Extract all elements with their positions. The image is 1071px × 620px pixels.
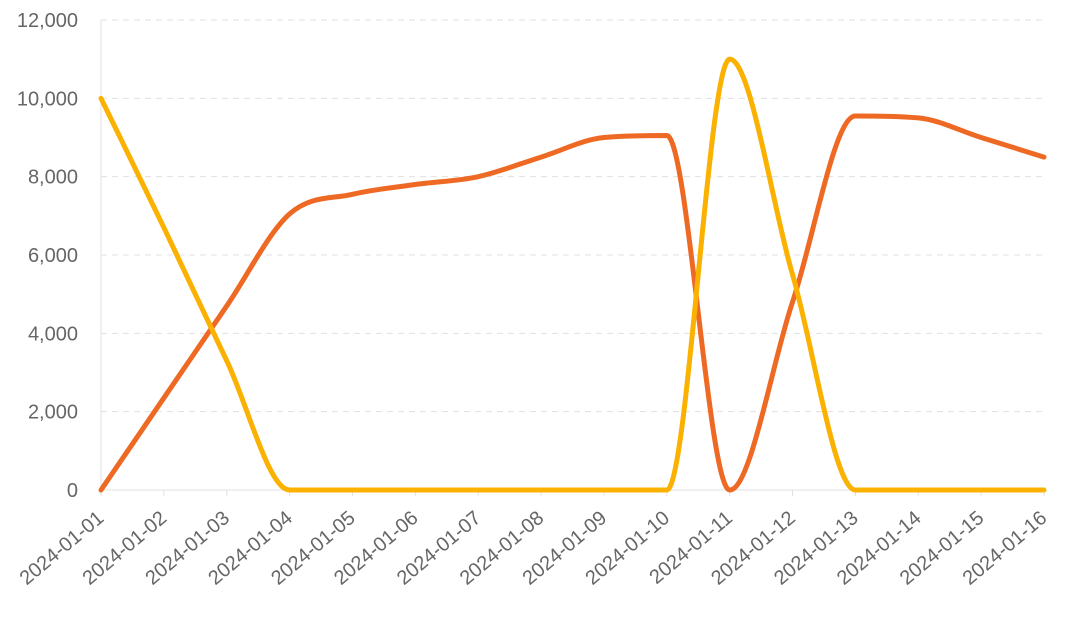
- series-line-1: [98, 113, 1047, 493]
- y-tick-label: 8,000: [28, 167, 78, 189]
- y-tick-label: 2,000: [28, 402, 78, 424]
- series-line-2: [98, 56, 1047, 493]
- y-tick-label: 4,000: [28, 323, 78, 345]
- series-lines: [98, 56, 1047, 493]
- y-tick-label: 10,000: [17, 88, 78, 110]
- y-tick-label: 6,000: [28, 245, 78, 267]
- axes: [100, 20, 1046, 496]
- y-tick-label: 12,000: [17, 10, 78, 32]
- y-tick-label: 0: [67, 480, 78, 502]
- grid: [101, 19, 1046, 413]
- x-axis-tick-labels: 2024-01-012024-01-022024-01-032024-01-04…: [16, 507, 1052, 590]
- y-axis-tick-labels: 0 2,000 4,000 6,000 8,000 10,000 12,000: [17, 10, 78, 502]
